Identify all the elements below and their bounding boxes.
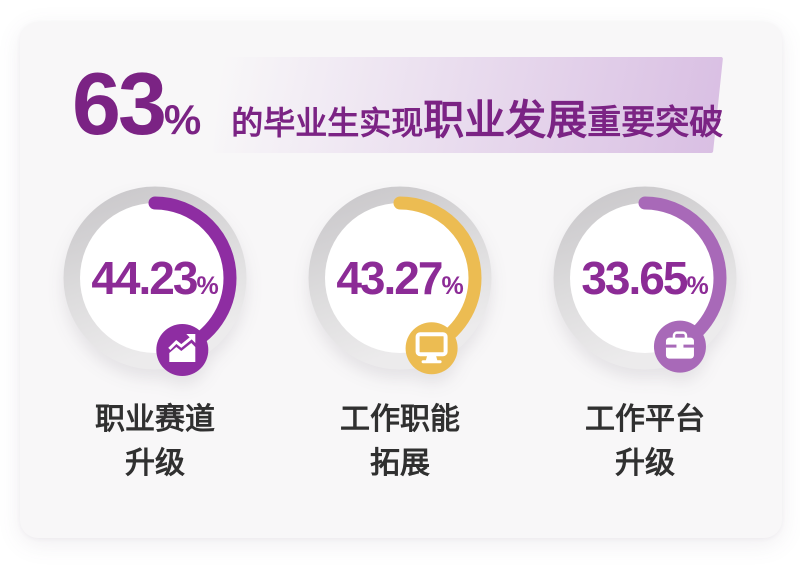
ring-value: 44.23% bbox=[55, 178, 255, 378]
headline-segment-emphasis: 职业发展 bbox=[423, 97, 588, 143]
ring-inner-disc bbox=[325, 203, 475, 353]
ring-label-line2: 升级 bbox=[615, 447, 675, 480]
ring-label-line1: 工作平台 bbox=[585, 403, 705, 436]
monitor-icon bbox=[405, 322, 458, 375]
ring-value-unit: % bbox=[686, 272, 709, 300]
progress-ring bbox=[63, 186, 247, 376]
ring-label-line2: 升级 bbox=[125, 447, 185, 480]
headline: 63% 的毕业生实现职业发展重要突破 bbox=[72, 48, 772, 186]
ring-value: 33.65% bbox=[545, 178, 745, 378]
ring-value-number: 44.23 bbox=[91, 252, 198, 304]
ring-card-career-track: 44.23% 职业赛道 升级 bbox=[55, 178, 255, 486]
progress-ring bbox=[308, 186, 492, 375]
infographic-card: 63% 的毕业生实现职业发展重要突破 bbox=[20, 22, 782, 538]
ring-inner-disc bbox=[80, 203, 230, 353]
ring-value-unit: % bbox=[196, 272, 219, 300]
ring-progress-arc bbox=[563, 196, 727, 360]
ring-track bbox=[63, 186, 247, 370]
ring-value-number: 33.65 bbox=[581, 252, 688, 304]
ring-label: 职业赛道 升级 bbox=[55, 398, 255, 486]
progress-rings-row: 44.23% 职业赛道 升级 bbox=[55, 178, 745, 486]
progress-ring bbox=[553, 186, 737, 373]
ring-progress-arc bbox=[73, 196, 237, 360]
ring-value: 43.27% bbox=[300, 178, 500, 378]
headline-segment-lead: 的毕业生实现 bbox=[231, 105, 424, 141]
ring-label-line1: 职业赛道 bbox=[95, 403, 215, 436]
ring-track bbox=[553, 186, 737, 370]
headline-stat-value: 63 bbox=[72, 54, 167, 153]
ring-label: 工作职能 拓展 bbox=[300, 398, 500, 486]
trend-chart-icon bbox=[156, 323, 209, 376]
ring-value-number: 43.27 bbox=[336, 252, 443, 304]
ring-track bbox=[308, 186, 492, 370]
headline-segment-tail: 重要突破 bbox=[587, 104, 724, 142]
ring-value-unit: % bbox=[441, 272, 464, 300]
ring-label: 工作平台 升级 bbox=[545, 398, 745, 486]
ring-progress-arc bbox=[318, 196, 482, 360]
ring-card-work-platform: 33.65% 工作平台 升级 bbox=[545, 178, 745, 486]
ring-label-line1: 工作职能 bbox=[340, 403, 460, 436]
ring-inner-disc bbox=[570, 203, 720, 353]
headline-stat-unit: % bbox=[163, 96, 202, 143]
briefcase-icon bbox=[653, 320, 706, 373]
ring-card-job-function: 43.27% 工作职能 拓展 bbox=[300, 178, 500, 486]
ring-label-line2: 拓展 bbox=[370, 447, 430, 480]
